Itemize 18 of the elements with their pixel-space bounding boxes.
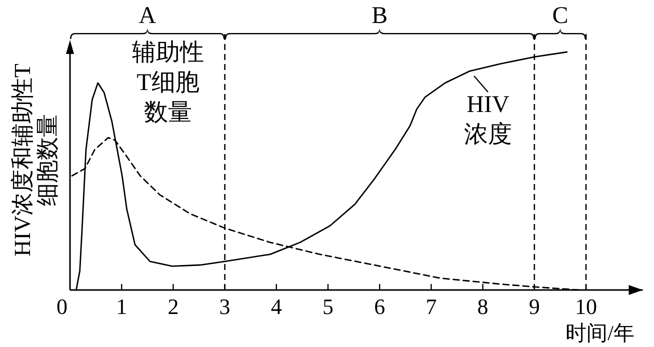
text: B: [372, 3, 388, 29]
x-tick-label: 6: [374, 294, 386, 319]
x-axis-title: 时间/年: [566, 321, 634, 345]
x-tick-label: 0: [56, 294, 68, 319]
x-tick-label: 7: [426, 294, 437, 319]
x-tick-label: 2: [168, 294, 179, 319]
x-tick-label: 8: [477, 294, 488, 319]
legend-label: HIV浓度: [464, 92, 512, 148]
x-tick-label: 4: [270, 294, 282, 319]
x-tick-label: 5: [322, 294, 334, 319]
y-axis-title: HIV浓度和辅助性T细胞数量: [10, 64, 60, 256]
x-tick-label: 3: [219, 294, 230, 319]
x-tick-label: 9: [528, 294, 540, 319]
x-tick-label: 1: [116, 294, 128, 319]
text: C: [552, 3, 568, 29]
x-tick-label: 10: [575, 294, 597, 319]
text: A: [138, 3, 157, 29]
series-label: 辅助性T细胞数量: [132, 40, 204, 126]
